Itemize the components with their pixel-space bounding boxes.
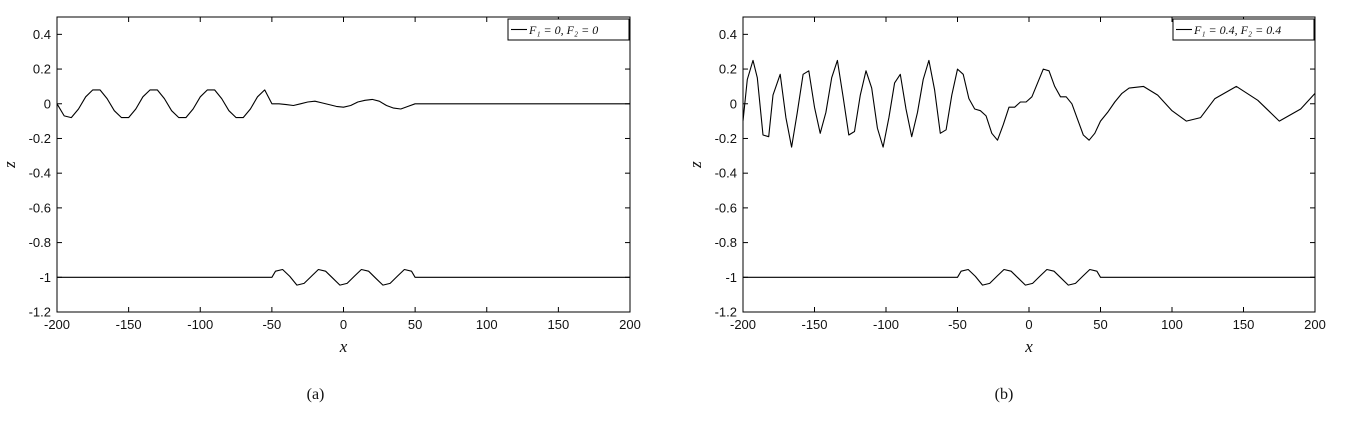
bottom-topography-line xyxy=(57,268,630,286)
y-tick-label: -0.8 xyxy=(715,235,737,250)
x-tick-label: -150 xyxy=(801,317,827,332)
y-tick-label: 0.4 xyxy=(719,27,737,42)
x-tick-label: -150 xyxy=(116,317,142,332)
x-tick-label: -50 xyxy=(948,317,967,332)
x-tick-label: 100 xyxy=(1161,317,1183,332)
y-tick-label: -1 xyxy=(725,270,737,285)
y-tick-label: -0.4 xyxy=(29,166,51,181)
chart-panel-a: -200 -150 -100 -50 0 50 100 150 200 -1.2 -1 -0.8 -0.… xyxy=(0,16,641,403)
free-surface-line xyxy=(742,59,1316,148)
y-tick-label: -0.4 xyxy=(715,166,737,181)
x-tick-label: -100 xyxy=(187,317,213,332)
free-surface-line xyxy=(56,89,630,119)
x-tick-label: 200 xyxy=(619,317,641,332)
y-tick-label: -1.2 xyxy=(715,305,737,320)
x-tick-label: 50 xyxy=(1093,317,1107,332)
x-tick-label: 100 xyxy=(476,317,498,332)
y-tick-label: -0.2 xyxy=(715,131,737,146)
y-tick-label: -0.6 xyxy=(29,200,51,215)
x-tick-label: -100 xyxy=(873,317,899,332)
y-tick-label: -1.2 xyxy=(29,305,51,320)
legend-label: F₁ = 0, F₂ = 0 xyxy=(528,23,598,37)
y-axis-title: z xyxy=(0,161,19,169)
y-tick-label: 0.4 xyxy=(33,27,51,42)
legend-box xyxy=(507,18,630,41)
legend-box xyxy=(1172,18,1315,41)
y-tick-label: -0.8 xyxy=(29,235,51,250)
x-tick-label: 150 xyxy=(548,317,570,332)
y-tick-label: 0.2 xyxy=(33,62,51,77)
y-tick-label: 0 xyxy=(44,96,51,111)
legend-label: F₁ = 0.4, F₂ = 0.4 xyxy=(1193,23,1281,37)
y-tick-label: 0.2 xyxy=(719,62,737,77)
y-tick-label: 0 xyxy=(730,96,737,111)
x-tick-label: 0 xyxy=(1025,317,1032,332)
chart-panel-b: -200 -150 -100 -50 0 50 100 150 200 -1.2 -1 -0.8 -0.… xyxy=(686,16,1326,403)
x-tick-label: 50 xyxy=(408,317,422,332)
panel-caption: (a) xyxy=(307,386,325,403)
x-tick-label: 150 xyxy=(1233,317,1255,332)
x-tick-label: -200 xyxy=(44,317,70,332)
x-axis-title: x xyxy=(1024,337,1033,356)
y-tick-label: -0.2 xyxy=(29,131,51,146)
x-tick-label: 0 xyxy=(340,317,347,332)
x-tick-label: -50 xyxy=(262,317,281,332)
x-tick-label: 200 xyxy=(1304,317,1326,332)
y-tick-label: -0.6 xyxy=(715,200,737,215)
plot-frame xyxy=(56,16,631,313)
y-tick-label: -1 xyxy=(39,270,51,285)
y-axis-title: z xyxy=(686,161,705,169)
plot-frame xyxy=(742,16,1316,313)
x-tick-label: -200 xyxy=(730,317,756,332)
bottom-topography-line xyxy=(743,268,1315,286)
panel-caption: (b) xyxy=(995,386,1014,403)
x-axis-title: x xyxy=(339,337,348,356)
